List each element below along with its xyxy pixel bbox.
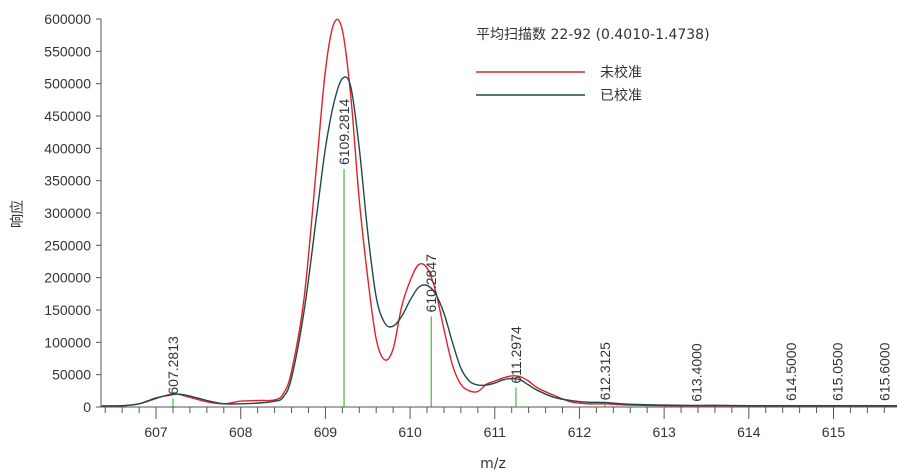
y-tick-label: 200000 xyxy=(44,270,91,286)
y-tick-label: 50000 xyxy=(52,367,91,383)
x-tick-label: 610 xyxy=(398,424,422,440)
x-tick-label: 607 xyxy=(144,424,168,440)
y-tick-label: 250000 xyxy=(44,237,91,253)
peak-label: 6109.2814 xyxy=(336,99,352,165)
legend-label-uncalibrated: 未校准 xyxy=(600,64,642,81)
x-axis-title: m/z xyxy=(480,456,506,472)
axes: 0 50000 100000 150000 200000 250000 300000 3500… xyxy=(44,11,897,440)
y-tick-label: 100000 xyxy=(44,334,91,350)
x-tick-label: 608 xyxy=(229,424,253,440)
y-tick-label: 600000 xyxy=(44,11,91,27)
x-tick-label: 611 xyxy=(484,424,507,440)
y-tick-label: 150000 xyxy=(44,302,91,318)
peak-label: 607.2813 xyxy=(165,336,181,395)
series-lines xyxy=(100,18,897,407)
peak-label: 611.2974 xyxy=(508,326,524,384)
x-tick-label: 615 xyxy=(822,424,846,440)
legend-title: 平均扫描数 22-92 (0.4010-1.4738) xyxy=(476,27,710,43)
peak-label: 615.6000 xyxy=(876,342,892,401)
series-line-calibrated xyxy=(100,76,897,407)
x-tick-label: 609 xyxy=(314,424,338,440)
y-tick-label: 300000 xyxy=(44,205,91,221)
peak-label: 610.2847 xyxy=(423,254,439,313)
legend: 平均扫描数 22-92 (0.4010-1.4738) 未校准 已校准 xyxy=(476,27,710,104)
x-tick-label: 612 xyxy=(568,424,592,440)
peak-label: 614.5000 xyxy=(783,342,799,401)
legend-label-calibrated: 已校准 xyxy=(600,87,642,104)
peak-label: 613.4000 xyxy=(688,343,704,402)
y-tick-label: 350000 xyxy=(44,173,91,189)
y-tick-label: 0 xyxy=(83,399,91,415)
peak-label: 612.3125 xyxy=(597,342,613,401)
y-tick-label: 500000 xyxy=(44,76,91,92)
y-axis-title: 响应 xyxy=(9,200,26,228)
y-tick-label: 450000 xyxy=(44,108,91,124)
y-tick-label: 400000 xyxy=(44,140,91,156)
y-tick-label: 550000 xyxy=(44,43,91,59)
series-line-uncalibrated xyxy=(100,18,897,407)
peak-labels: 607.2813 6109.2814 610.2847 611.2974 612.312… xyxy=(165,99,892,402)
peak-label: 615.0500 xyxy=(830,342,846,401)
x-tick-label: 613 xyxy=(652,424,676,440)
x-tick-label: 614 xyxy=(737,424,761,440)
